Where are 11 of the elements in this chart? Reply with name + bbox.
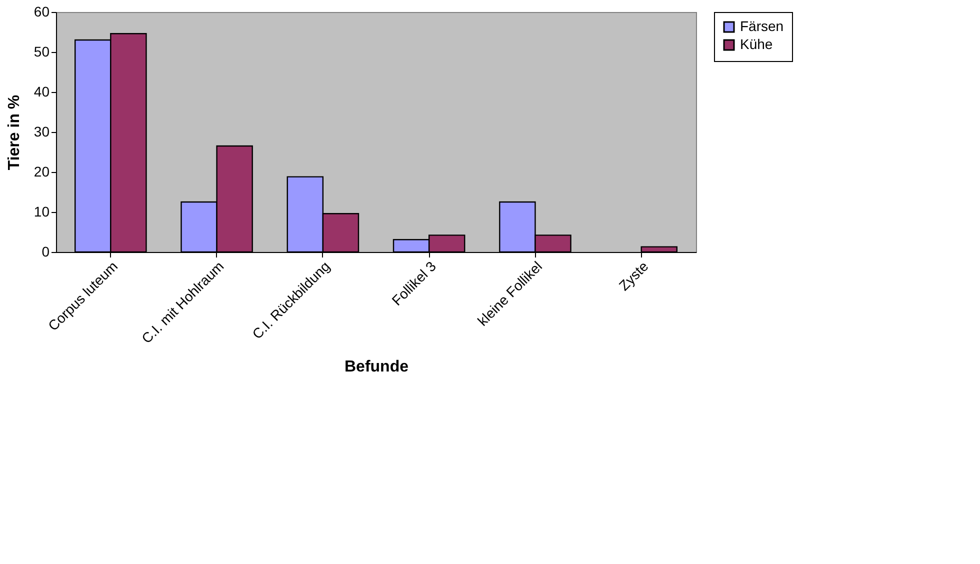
legend-label: Kühe bbox=[740, 36, 773, 52]
y-axis-title: Tiere in % bbox=[6, 94, 23, 170]
legend-label: Färsen bbox=[740, 18, 784, 34]
y-tick-label: 0 bbox=[42, 244, 50, 260]
x-axis-title: Befunde bbox=[344, 358, 409, 376]
y-tick-label: 60 bbox=[34, 4, 50, 20]
y-tick-label: 40 bbox=[34, 84, 50, 100]
y-tick-label: 20 bbox=[34, 164, 50, 180]
y-tick-label: 50 bbox=[34, 44, 50, 60]
y-tick-label: 30 bbox=[34, 124, 50, 140]
y-tick-label: 10 bbox=[34, 204, 50, 220]
